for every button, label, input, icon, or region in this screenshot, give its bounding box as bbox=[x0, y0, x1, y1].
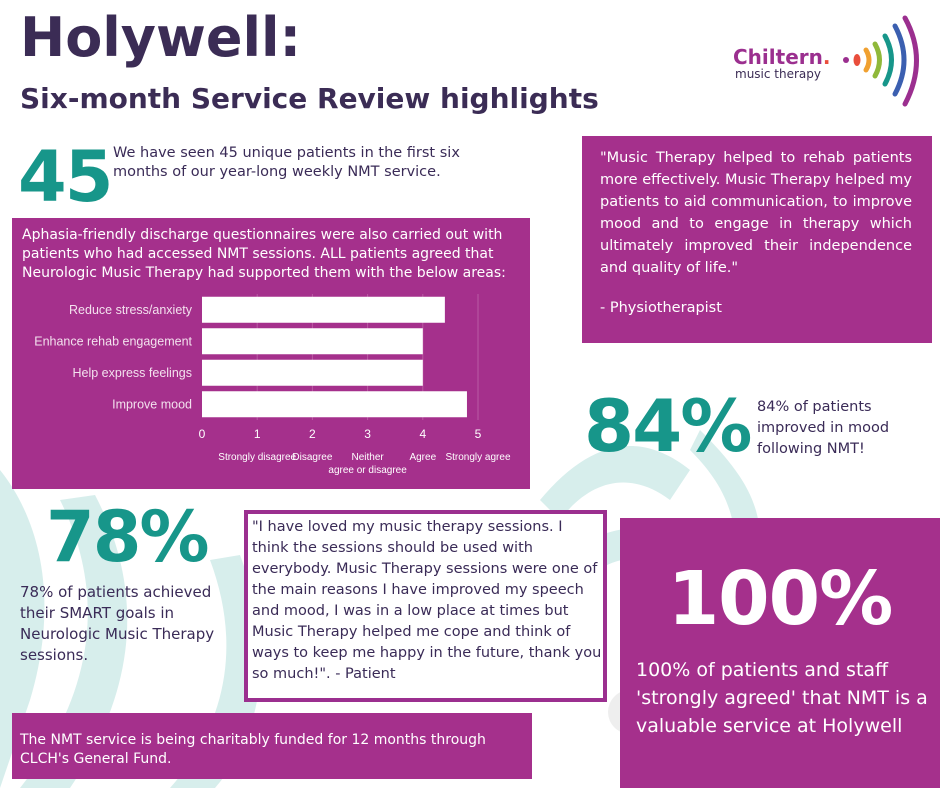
page-subtitle: Six-month Service Review highlights bbox=[20, 82, 599, 115]
value-stat-text: 100% of patients and staff 'strongly agr… bbox=[636, 659, 928, 737]
goals-stat-value: 78% bbox=[46, 496, 210, 578]
chart-scale-label: Disagree bbox=[292, 452, 332, 463]
value-stat-value: 100% bbox=[667, 556, 894, 642]
chart-scale-label: agree or disagree bbox=[328, 465, 407, 476]
chart-scale-label: Agree bbox=[409, 452, 436, 463]
chart-bar bbox=[202, 296, 445, 323]
chart-tick-label: 4 bbox=[419, 427, 426, 441]
chart-category-label: Enhance rehab engagement bbox=[34, 334, 192, 348]
physio-quote-attribution: - Physiotherapist bbox=[600, 300, 722, 316]
patient-quote-text: "I have loved my music therapy sessions.… bbox=[252, 519, 602, 682]
patients-stat-value: 45 bbox=[18, 136, 113, 218]
mood-stat-text: 84% of patients improved in mood followi… bbox=[757, 399, 890, 457]
chart-category-label: Improve mood bbox=[112, 397, 192, 411]
page-title: Holywell: bbox=[20, 6, 302, 69]
patients-stat-text: We have seen 45 unique patients in the f… bbox=[113, 145, 460, 180]
chart-tick-label: 0 bbox=[199, 427, 206, 441]
funding-text: The NMT service is being charitably fund… bbox=[20, 732, 486, 767]
chart-tick-label: 2 bbox=[309, 427, 316, 441]
value-stat-panel bbox=[620, 518, 940, 788]
chart-category-label: Help express feelings bbox=[72, 366, 192, 380]
questionnaire-intro: Aphasia-friendly discharge questionnaire… bbox=[22, 227, 506, 281]
logo-tagline: music therapy bbox=[735, 67, 821, 81]
chart-tick-label: 1 bbox=[254, 427, 261, 441]
chart-bar bbox=[202, 391, 467, 418]
funding-panel bbox=[12, 713, 532, 779]
physio-quote-panel bbox=[582, 136, 932, 343]
physio-quote-text: "Music Therapy helped to rehab patients … bbox=[600, 150, 912, 276]
chart-bar bbox=[202, 328, 423, 355]
mood-stat-value: 84% bbox=[584, 384, 752, 468]
chart-scale-label: Neither bbox=[351, 452, 384, 463]
chart-tick-label: 5 bbox=[475, 427, 482, 441]
chart-scale-label: Strongly agree bbox=[445, 452, 510, 463]
chart-tick-label: 3 bbox=[364, 427, 371, 441]
logo-name: Chiltern. bbox=[733, 45, 831, 69]
questionnaire-bar-chart: 0 1 2 3 4 5 Reduce stress/anxiety Enhance rehab… bbox=[34, 294, 511, 476]
goals-stat-text: 78% of patients achieved their SMART goa… bbox=[20, 583, 215, 664]
chart-scale-label: Strongly disagree bbox=[218, 452, 296, 463]
chiltern-logo bbox=[843, 15, 919, 107]
chart-category-label: Reduce stress/anxiety bbox=[69, 303, 193, 317]
patient-quote-box bbox=[244, 510, 607, 702]
chart-bar bbox=[202, 359, 423, 386]
